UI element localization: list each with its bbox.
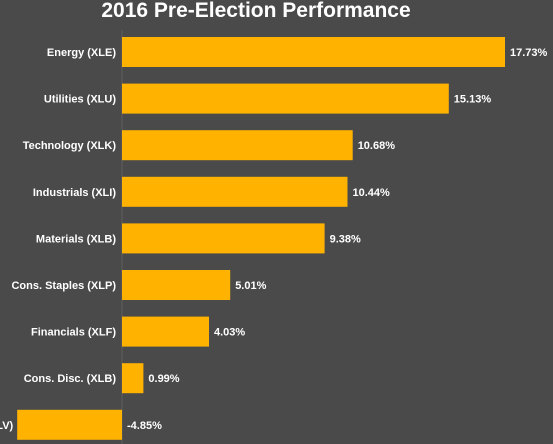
category-label-7: Cons. Disc. (XLB) <box>24 373 117 385</box>
value-label-6: 4.03% <box>214 327 245 339</box>
chart-title: 2016 Pre-Election Performance <box>101 0 410 22</box>
category-label-1: Utilities (XLU) <box>44 94 116 106</box>
value-label-2: 10.68% <box>358 140 396 152</box>
bar-6 <box>122 316 209 347</box>
category-label-2: Technology (XLK) <box>23 140 117 152</box>
value-label-5: 5.01% <box>235 280 266 292</box>
category-label-0: Energy (XLE) <box>47 47 116 59</box>
bar-0 <box>122 37 505 67</box>
value-label-0: 17.73% <box>510 47 548 59</box>
value-label-1: 15.13% <box>454 94 492 106</box>
bar-5 <box>122 270 231 300</box>
bars-group: Energy (XLE) 17.73% Utilities (XLU) 15.13% T… <box>0 37 548 440</box>
category-label-4: Materials (XLB) <box>36 233 116 245</box>
value-label-4: 9.38% <box>330 233 361 245</box>
category-label-6: Financials (XLF) <box>31 327 116 339</box>
bar-1 <box>122 83 449 114</box>
category-label-5: Cons. Staples (XLP) <box>11 280 116 292</box>
value-label-3: 10.44% <box>353 187 391 199</box>
category-label-8: Healthcare (XLV) <box>0 420 14 432</box>
value-label-8: -4.85% <box>127 420 162 432</box>
bar-8 <box>17 409 123 440</box>
bar-7 <box>122 363 144 394</box>
category-label-3: Industrials (XLI) <box>33 187 116 199</box>
bar-2 <box>122 130 353 161</box>
value-label-7: 0.99% <box>148 373 179 385</box>
bar-4 <box>122 223 325 254</box>
bar-3 <box>122 176 348 207</box>
